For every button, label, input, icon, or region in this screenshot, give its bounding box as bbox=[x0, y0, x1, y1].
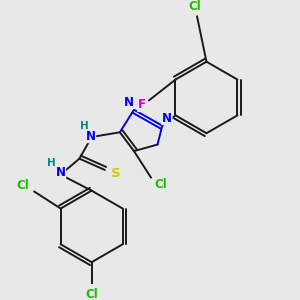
Text: Cl: Cl bbox=[16, 179, 29, 192]
Text: N: N bbox=[86, 130, 96, 142]
Text: S: S bbox=[111, 167, 121, 180]
Text: H: H bbox=[80, 121, 88, 131]
Text: N: N bbox=[162, 112, 172, 125]
Text: F: F bbox=[138, 98, 146, 112]
Text: Cl: Cl bbox=[154, 178, 167, 191]
Text: Cl: Cl bbox=[189, 0, 202, 13]
Text: H: H bbox=[47, 158, 56, 168]
Text: N: N bbox=[56, 166, 66, 179]
Text: N: N bbox=[124, 96, 134, 109]
Text: Cl: Cl bbox=[85, 288, 98, 300]
